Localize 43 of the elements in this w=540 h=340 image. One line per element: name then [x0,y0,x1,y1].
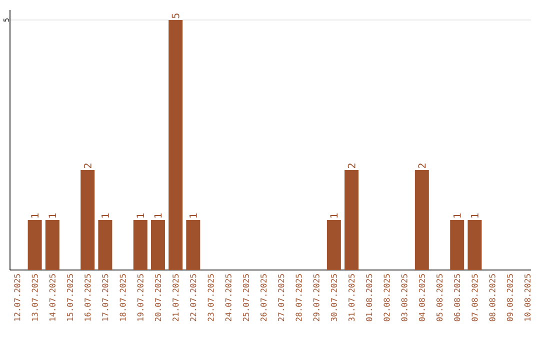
x-tick-label: 12.07.2025 [14,274,20,321]
data-label: 2 [418,164,426,168]
x-tick-label: 21.07.2025 [172,274,179,322]
x-tick-label: 22.07.2025 [190,274,196,322]
x-tick-label: 27.07.2025 [278,274,284,322]
x-tick-label: 18.07.2025 [120,274,126,321]
x-tick-label: 29.07.2025 [313,274,320,322]
x-tick-label: 28.07.2025 [296,274,302,322]
x-tick-label: 17.07.2025 [102,274,108,321]
data-label: 1 [330,213,338,218]
x-tick-label: 31.07.2025 [348,274,355,322]
data-label: 2 [348,164,356,168]
x-tick-label: 30.07.2025 [330,274,337,322]
x-tick-label: 25.07.2025 [242,274,249,322]
data-label: 1 [31,213,38,218]
x-tick-label: 13.07.2025 [32,274,38,321]
x-tick-label: 16.07.2025 [84,274,91,321]
data-label: 2 [84,164,92,168]
x-tick-label: 04.08.2025 [418,274,425,322]
x-tick-label: 06.08.2025 [454,274,460,322]
x-tick-label: 24.07.2025 [225,274,232,322]
x-tick-label: 01.08.2025 [366,274,372,322]
x-tick-label: 15.07.2025 [66,274,74,321]
data-label: 1 [48,213,56,218]
data-label: 1 [136,213,144,218]
x-tick-label: 07.08.2025 [472,274,478,322]
x-tick-label: 09.08.2025 [506,274,513,322]
x-tick-label: 20.07.2025 [154,274,161,322]
data-label: 1 [453,213,461,218]
x-tick-label: 14.07.2025 [49,274,56,321]
x-tick-label: 10.08.2025 [524,274,531,321]
x-tick-label: 05.08.2025 [436,274,443,322]
data-label: 5 [172,14,180,18]
x-tick-label: 26.07.2025 [260,274,267,322]
x-tick-label: 23.07.2025 [208,274,214,322]
x-tick-label: 03.08.2025 [401,274,408,322]
data-label: 1 [471,213,478,218]
data-label: 1 [102,213,109,218]
data-label: 1 [154,213,162,218]
x-tick-label: 02.08.2025 [384,274,390,322]
x-tick-label: 08.08.2025 [489,274,496,322]
data-label: 1 [190,213,197,218]
x-tick-label: 19.07.2025 [137,274,144,321]
